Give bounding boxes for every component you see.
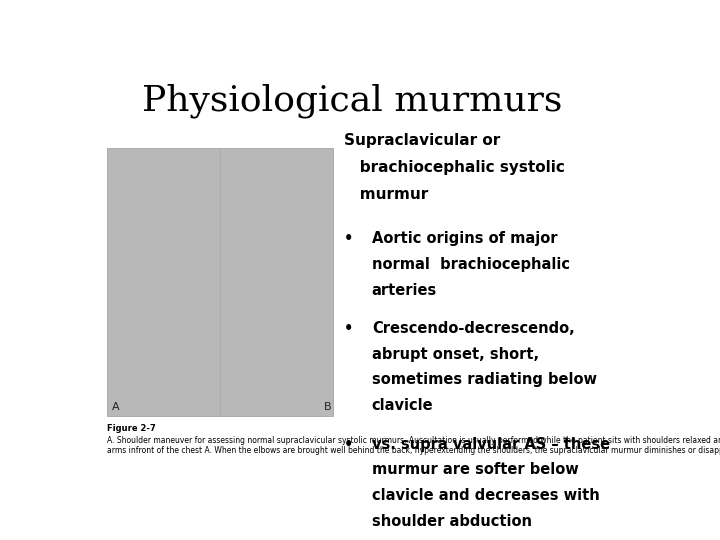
Text: A. Shoulder maneuver for assessing normal supraclavicular systolic murmurs. Ausc: A. Shoulder maneuver for assessing norma… [107, 436, 720, 445]
Text: •: • [344, 231, 354, 246]
Text: sometimes radiating below: sometimes radiating below [372, 373, 597, 388]
Text: abrupt onset, short,: abrupt onset, short, [372, 347, 539, 362]
Text: •: • [344, 436, 354, 451]
Text: A: A [112, 402, 120, 412]
Text: Crescendo-decrescendo,: Crescendo-decrescendo, [372, 321, 575, 336]
Text: brachiocephalic systolic: brachiocephalic systolic [344, 160, 564, 176]
Text: arms infront of the chest A. When the elbows are brought well behind the back, h: arms infront of the chest A. When the el… [107, 446, 720, 455]
Text: murmur are softer below: murmur are softer below [372, 462, 579, 477]
Text: clavicle and decreases with: clavicle and decreases with [372, 488, 600, 503]
Text: vs. supra valvular AS – these: vs. supra valvular AS – these [372, 436, 610, 451]
Text: murmur: murmur [344, 187, 428, 202]
Text: Aortic origins of major: Aortic origins of major [372, 231, 557, 246]
Text: Supraclavicular or: Supraclavicular or [344, 133, 500, 148]
Text: normal  brachiocephalic: normal brachiocephalic [372, 257, 570, 272]
Text: Figure 2-7: Figure 2-7 [107, 424, 156, 434]
Text: clavicle: clavicle [372, 399, 433, 413]
Text: arteries: arteries [372, 282, 437, 298]
Bar [107, 148, 333, 416]
Text: Physiological murmurs: Physiological murmurs [142, 84, 562, 118]
Text: B: B [324, 402, 332, 412]
Text: shoulder abduction: shoulder abduction [372, 514, 532, 529]
Text: •: • [344, 321, 354, 336]
